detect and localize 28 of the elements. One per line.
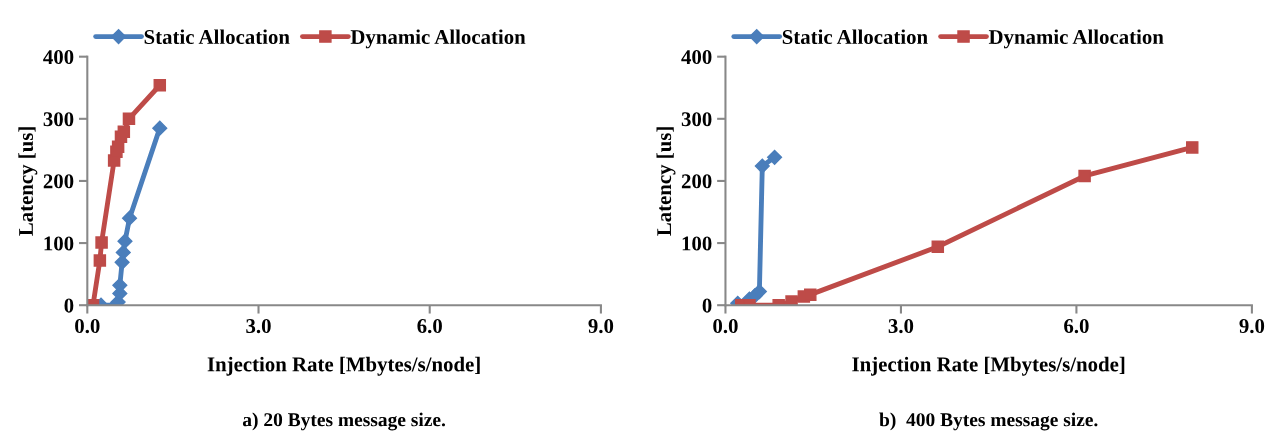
y-tick-label: 200: [43, 174, 74, 189]
x-axis-title: Injection Rate [Mbytes/s/node]: [207, 356, 480, 376]
y-tick-label: 0: [702, 298, 712, 313]
y-tick-label: 100: [44, 236, 74, 251]
x-tick-label: 0.0: [75, 319, 100, 334]
legend-label: Dynamic Allocation: [350, 29, 526, 49]
y-tick-label: 400: [43, 50, 74, 65]
x-tick-label: 6.0: [1064, 319, 1089, 334]
legend-label: Static Allocation: [782, 29, 928, 45]
x-tick-label: 9.0: [1239, 319, 1265, 334]
x-tick-label: 6.0: [417, 319, 442, 334]
x-axis-title: Injection Rate [Mbytes/s/node]: [852, 356, 1125, 376]
legend-label: Dynamic Allocation: [988, 29, 1164, 49]
x-tick-label: 9.0: [588, 319, 614, 334]
y-axis-title: Latency [us]: [656, 127, 676, 236]
x-tick-label: 0.0: [713, 319, 738, 334]
x-tick-label: 3.0: [888, 319, 914, 334]
y-axis-title: Latency [us]: [18, 127, 38, 236]
y-tick-label: 400: [681, 50, 712, 65]
y-tick-label: 0: [64, 298, 74, 313]
legend-label: Static Allocation: [144, 29, 290, 45]
y-tick-label: 200: [681, 174, 712, 189]
text: b) 400 Bytes message size.: [879, 412, 1098, 431]
text: a) 20 Bytes message size.: [242, 412, 446, 431]
y-tick-label: 300: [43, 112, 74, 127]
y-tick-label: 300: [681, 112, 712, 127]
x-tick-label: 3.0: [246, 319, 271, 334]
y-tick-label: 100: [682, 236, 712, 251]
